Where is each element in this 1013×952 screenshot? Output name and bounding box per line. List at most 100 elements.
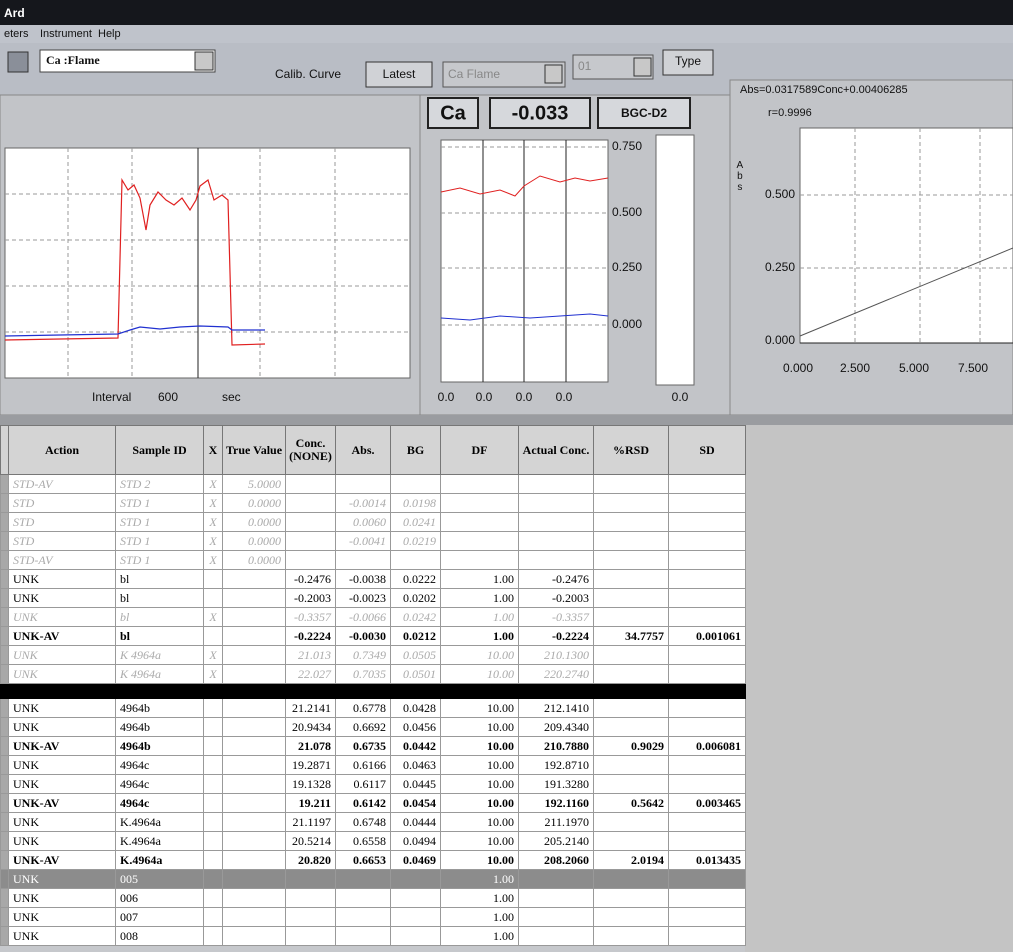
row-header[interactable] (1, 737, 9, 756)
row-header[interactable] (1, 794, 9, 813)
row-header[interactable] (1, 908, 9, 927)
calibration-y-tick: 0.250 (765, 260, 795, 274)
cell: bl (116, 608, 204, 627)
column-header[interactable]: %RSD (594, 426, 669, 475)
element-symbol: Ca (440, 102, 466, 124)
separator-cell (1, 684, 746, 699)
window-title: Ard (4, 6, 25, 20)
column-header[interactable]: Abs. (336, 426, 391, 475)
cell: 0.6117 (336, 775, 391, 794)
cell (594, 775, 669, 794)
tool-icon[interactable] (8, 52, 28, 72)
cell (441, 551, 519, 570)
cell: 0.003465 (669, 794, 746, 813)
row-header[interactable] (1, 627, 9, 646)
row-header[interactable] (1, 813, 9, 832)
cell: 1.00 (441, 589, 519, 608)
column-header[interactable]: Conc. (NONE) (286, 426, 336, 475)
column-header[interactable]: Action (9, 426, 116, 475)
cell (286, 532, 336, 551)
row-header[interactable] (1, 927, 9, 946)
cell (223, 832, 286, 851)
row-header[interactable] (1, 475, 9, 494)
column-header[interactable]: DF (441, 426, 519, 475)
dropdown-arrow[interactable] (545, 65, 562, 83)
column-header[interactable]: BG (391, 426, 441, 475)
dropdown-arrow[interactable] (634, 58, 651, 76)
cell: 21.078 (286, 737, 336, 756)
cell: 0.0060 (336, 513, 391, 532)
row-header[interactable] (1, 646, 9, 665)
row-header[interactable] (1, 532, 9, 551)
interval-unit: sec (222, 390, 241, 404)
cell: 10.00 (441, 775, 519, 794)
screen: Ard eters Instrument Help Ca :Flame Cali… (0, 0, 1013, 952)
row-header[interactable] (1, 665, 9, 684)
row-header[interactable] (1, 889, 9, 908)
row-header[interactable] (1, 870, 9, 889)
bar-plot (656, 135, 694, 385)
empty-area (745, 425, 1013, 952)
row-header[interactable] (1, 699, 9, 718)
row-header[interactable] (1, 494, 9, 513)
row-header[interactable] (1, 570, 9, 589)
row-header[interactable] (1, 832, 9, 851)
column-header[interactable]: Actual Conc. (519, 426, 594, 475)
column-header[interactable]: True Value (223, 426, 286, 475)
cell: 0.7349 (336, 646, 391, 665)
cell (594, 551, 669, 570)
cell: -0.2224 (286, 627, 336, 646)
column-header[interactable]: X (204, 426, 223, 475)
cell (223, 756, 286, 775)
menu-item[interactable]: eters (4, 28, 29, 40)
column-header[interactable]: SD (669, 426, 746, 475)
cell (669, 756, 746, 775)
row-header[interactable] (1, 775, 9, 794)
reading-x-tick: 0.0 (556, 390, 573, 404)
cell: 0.0219 (391, 532, 441, 551)
row-header[interactable] (1, 851, 9, 870)
cell: 4964c (116, 756, 204, 775)
row-header[interactable] (1, 589, 9, 608)
menu-item[interactable]: Help (98, 28, 121, 40)
cell: 0.0456 (391, 718, 441, 737)
splitter[interactable] (0, 415, 1013, 425)
cell (286, 513, 336, 532)
row-header[interactable] (1, 718, 9, 737)
dropdown-arrow[interactable] (195, 52, 213, 70)
menu-item[interactable]: Instrument (40, 28, 92, 40)
cell (519, 532, 594, 551)
row-header[interactable] (1, 608, 9, 627)
cell: 210.1300 (519, 646, 594, 665)
row-header[interactable] (1, 513, 9, 532)
row-header[interactable] (1, 756, 9, 775)
row-header[interactable] (1, 551, 9, 570)
calibration-y-label: Abs (734, 160, 745, 193)
column-header[interactable]: Sample ID (116, 426, 204, 475)
cell (204, 927, 223, 946)
